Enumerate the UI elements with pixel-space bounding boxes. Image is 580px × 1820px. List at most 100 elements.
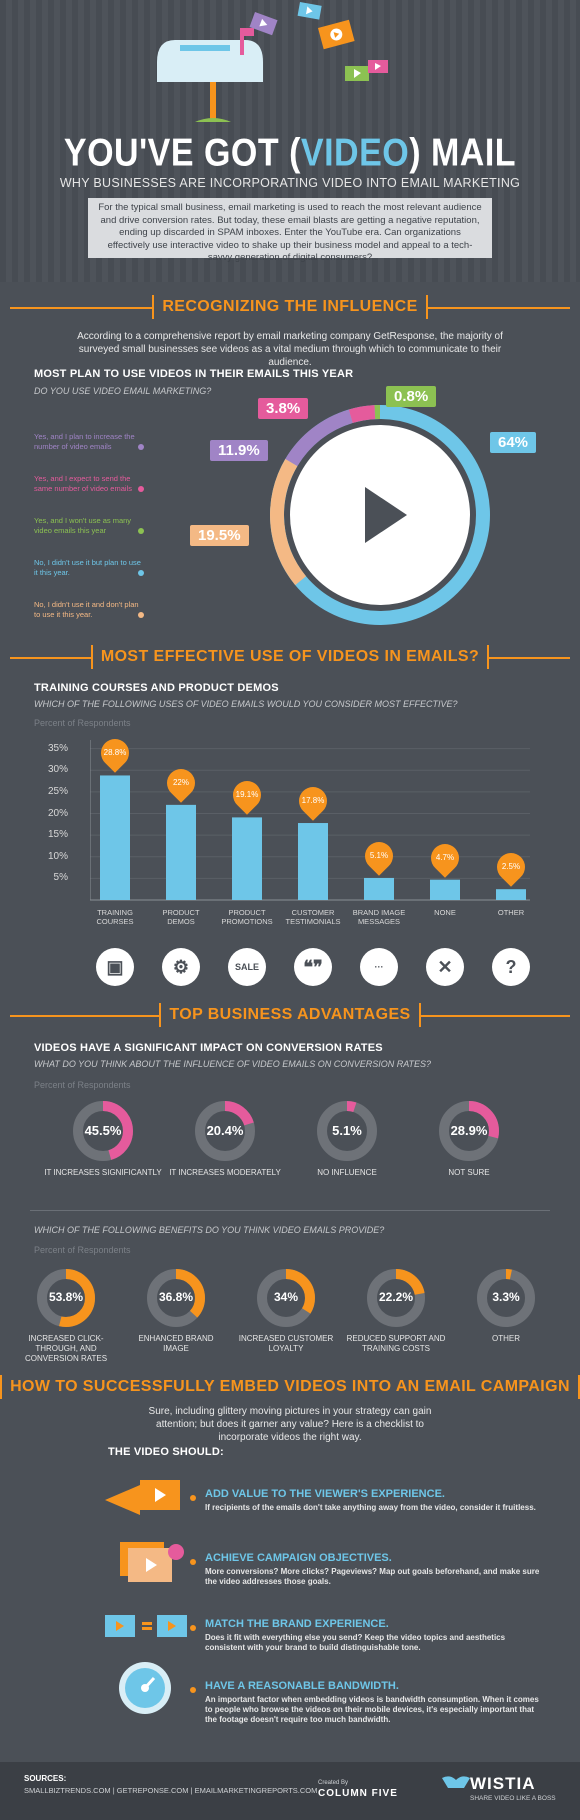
checklist-title: ADD VALUE TO THE VIEWER'S EXPERIENCE. [205,1488,445,1500]
percent-donut [367,1269,425,1327]
category-icon: ❝❞ [294,948,332,986]
percent-donut [257,1269,315,1327]
donut-caption: INCREASED CLICK-THROUGH, AND CONVERSION … [24,1334,108,1363]
category-label-line1: NONE [434,908,456,917]
y-tick-label: 25% [47,785,68,797]
checklist-heading: THE VIDEO SHOULD: [108,1446,224,1458]
divider [30,1210,550,1211]
bar [166,804,196,900]
pct-box-19-5: 19.5% [190,525,249,546]
respondents-label-2: Percent of Respondents [34,1080,131,1090]
created-by: Created By [318,1780,349,1786]
pct-box-11-9: 11.9% [210,440,268,461]
checklist-bullet [190,1495,196,1501]
category-label-line1: PRODUCT [228,908,266,917]
legend-dot [138,570,144,576]
advantages-heading: VIDEOS HAVE A SIGNIFICANT IMPACT ON CONV… [34,1042,383,1054]
bar [496,889,526,900]
category-label-line1: TRAINING [97,908,133,917]
donut-value: 53.8% [48,1290,84,1304]
checklist-body: Does it fit with everything else you sen… [205,1633,506,1652]
influence-body: According to a comprehensive report by e… [77,331,503,368]
pct-box-3-8: 3.8% [258,398,309,419]
section-title-embed: HOW TO SUCCESSFULLY EMBED VIDEOS INTO AN… [0,1375,580,1399]
checklist-bullet [190,1687,196,1693]
donut-value: 5.1% [332,1122,362,1138]
bar [232,817,262,900]
checklist-title: HAVE A REASONABLE BANDWIDTH. [205,1680,399,1692]
donut-arc [73,1101,133,1161]
donut-arc [37,1269,95,1327]
bar-value-label: 19.1% [235,790,259,800]
effective-heading: TRAINING COURSES AND PRODUCT DEMOS [34,682,279,694]
wistia-icon [440,1774,470,1792]
donut-caption: REDUCED SUPPORT AND TRAINING COSTS [346,1334,446,1353]
donut-value: 45.5% [84,1122,122,1138]
category-label-line1: PRODUCT [162,908,200,917]
checklist-bullet [190,1625,196,1631]
category-label-line1: OTHER [497,908,525,917]
y-tick-label: 35% [47,742,68,754]
y-tick-label: 15% [47,829,68,841]
y-tick-label: 10% [47,850,68,862]
percent-donut [147,1269,205,1327]
mailbox-illustration [157,2,388,122]
legend-item: Yes, and I won't use as many video email… [34,516,132,535]
legend-dot [138,444,144,450]
donut-value: 36.8% [158,1290,194,1304]
bar-value-label: 4.7% [435,852,455,862]
donut-value: 28.9% [450,1122,488,1138]
category-icon: ? [492,948,530,986]
category-icon: ⚙ [162,948,200,986]
section-title-advantages: TOP BUSINESS ADVANTAGES [0,1003,580,1027]
arrow-icon [105,1485,140,1515]
percent-donut [195,1101,255,1161]
section-title-influence: RECOGNIZING THE INFLUENCE [0,295,580,319]
legend-dot [138,528,144,534]
column-five-logo: COLUMN FIVE [318,1788,398,1799]
respondents-label-3: Percent of Respondents [34,1245,131,1255]
page-subtitle: WHY BUSINESSES ARE INCORPORATING VIDEO I… [59,176,521,190]
benefits-question: WHICH OF THE FOLLOWING BENEFITS DO YOU T… [34,1225,385,1235]
donut-segment [348,405,376,424]
donut-caption: ENHANCED BRAND IMAGE [138,1334,214,1353]
percent-donut [477,1269,535,1327]
influence-question: DO YOU USE VIDEO EMAIL MARKETING? [34,386,212,396]
donut-segment [270,459,307,586]
section-title-effective: MOST EFFECTIVE USE OF VIDEOS IN EMAILS? [0,645,580,669]
checklist-body: An important factor when embedding video… [205,1695,539,1724]
donut-arc [257,1269,315,1327]
checklist-title: ACHIEVE CAMPAIGN OBJECTIVES. [205,1552,392,1564]
effective-question: WHICH OF THE FOLLOWING USES OF VIDEO EMA… [34,699,458,709]
category-label-line2: MESSAGES [357,917,401,926]
donut-caption: IT INCREASES MODERATELY [169,1168,281,1177]
donut-arc [367,1269,425,1327]
checklist-title: MATCH THE BRAND EXPERIENCE. [205,1618,389,1630]
advantages-question: WHAT DO YOU THINK ABOUT THE INFLUENCE OF… [34,1059,432,1069]
donut-caption: IT INCREASES SIGNIFICANTLY [44,1168,162,1177]
sources-label: SOURCES: [24,1774,67,1783]
donut-caption: INCREASED CUSTOMER LOYALTY [238,1334,334,1353]
donut-value: 3.3% [492,1290,520,1304]
legend-item: Yes, and I expect to send the same numbe… [34,474,132,493]
donut-arc [147,1269,205,1327]
bar [298,823,328,900]
donut-caption: OTHER [492,1334,520,1343]
bar-value-label: 17.8% [301,796,325,806]
donut-value: 20.4% [206,1122,244,1138]
respondents-label: Percent of Respondents [34,718,131,728]
donut-arc [439,1101,499,1161]
checklist-body: If recipients of the emails don't take a… [205,1503,536,1512]
bar-value-label: 22% [172,777,189,787]
footer: SOURCES: SMALLBIZTRENDS.COM | GETREPONSE… [0,1762,580,1820]
category-label-line1: BRAND IMAGE [352,908,406,917]
page-title: YOU'VE GOT (VIDEO) MAIL [63,131,517,175]
percent-donut [317,1101,377,1161]
bar-value-label: 28.8% [103,748,127,758]
legend-item: No, I didn't use it but plan to use it t… [34,558,141,577]
donut-arc [477,1269,535,1327]
donut-caption: NOT SURE [448,1168,490,1177]
bar [364,877,394,900]
category-label-line2: PROMOTIONS [221,917,273,926]
play-icon [365,487,407,543]
